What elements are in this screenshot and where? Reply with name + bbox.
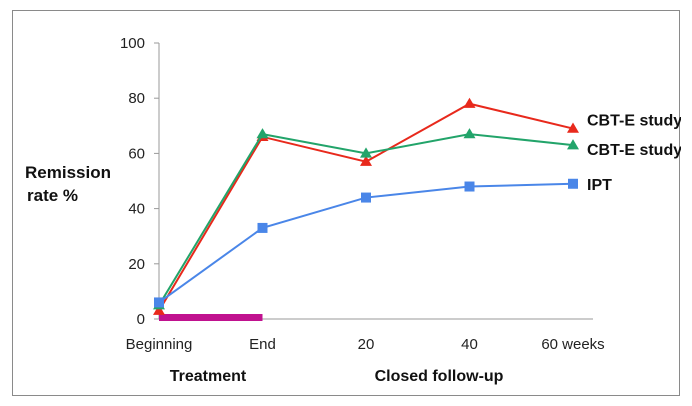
data-point-triangle — [463, 97, 476, 108]
y-tick-label: 20 — [128, 256, 145, 273]
data-point-triangle — [360, 147, 372, 158]
treatment-period-bar — [159, 314, 263, 321]
data-point-triangle — [567, 139, 579, 150]
y-tick-label: 40 — [128, 201, 145, 218]
line-chart: 0 20 40 60 80 100 Beginning End 20 40 60 weeks Rem… — [25, 35, 681, 385]
group-label-followup: Closed follow-up — [375, 368, 504, 385]
y-axis-label-line2: rate % — [27, 186, 78, 205]
data-point-triangle — [567, 122, 579, 133]
series-end-label: CBT-E study 1 — [587, 142, 681, 159]
chart-frame: 0 20 40 60 80 100 Beginning End 20 40 60 weeks Rem… — [12, 10, 681, 396]
x-tick-label: 20 — [358, 336, 375, 353]
data-point-triangle — [256, 128, 269, 139]
series-line — [158, 102, 574, 312]
data-point-square — [154, 297, 164, 308]
data-point-square — [464, 181, 475, 192]
y-tick-label: 100 — [120, 35, 145, 52]
series-end-label: CBT-E study 2 — [587, 113, 681, 130]
data-point-square — [568, 178, 578, 189]
y-tick-label: 0 — [137, 311, 145, 328]
y-tick-label: 80 — [128, 90, 145, 107]
group-label-treatment: Treatment — [170, 368, 247, 385]
data-point-triangle — [153, 304, 165, 315]
series-end-label: IPT — [587, 177, 612, 194]
y-tick-label: 60 — [128, 145, 145, 162]
data-point-square — [361, 192, 371, 203]
data-point-triangle — [360, 155, 372, 166]
data-point-square — [257, 222, 268, 233]
x-tick-label: 60 weeks — [541, 336, 604, 353]
x-tick-label: End — [249, 336, 276, 353]
x-tick-label: 40 — [461, 336, 478, 353]
data-point-triangle — [463, 128, 476, 139]
y-axis-label-line1: Remission — [25, 163, 111, 182]
x-tick-label: Beginning — [126, 336, 193, 353]
